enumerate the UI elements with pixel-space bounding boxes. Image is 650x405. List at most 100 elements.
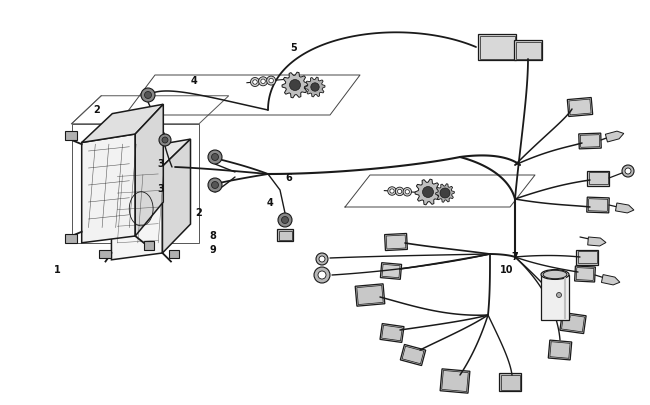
Text: 3: 3 [158, 183, 164, 193]
Circle shape [622, 166, 634, 177]
Bar [569, 100, 591, 115]
Ellipse shape [541, 270, 569, 280]
Text: 7: 7 [512, 251, 518, 261]
Bar [144, 241, 154, 250]
Bar [385, 234, 408, 251]
Bar [499, 373, 521, 391]
Bar [515, 43, 541, 60]
Circle shape [250, 78, 259, 87]
Circle shape [266, 77, 276, 86]
Circle shape [162, 138, 168, 144]
Bar [480, 36, 515, 60]
Bar [278, 231, 291, 240]
Text: 4: 4 [266, 198, 273, 207]
Bar [514, 41, 542, 61]
Text: 4: 4 [190, 76, 197, 86]
Circle shape [208, 179, 222, 192]
Bar [577, 252, 597, 263]
Circle shape [395, 188, 404, 196]
Text: 3: 3 [158, 159, 164, 169]
Circle shape [141, 89, 155, 103]
Bar [380, 324, 404, 343]
Circle shape [422, 187, 434, 198]
Circle shape [211, 182, 218, 189]
Bar [355, 284, 385, 307]
Bar [99, 250, 110, 258]
Circle shape [556, 293, 562, 298]
Circle shape [398, 190, 402, 194]
Polygon shape [82, 105, 163, 143]
Bar [560, 313, 586, 334]
Polygon shape [588, 237, 606, 246]
Text: 8: 8 [210, 231, 216, 241]
Polygon shape [605, 132, 624, 143]
Bar [386, 235, 406, 249]
Bar [478, 35, 516, 61]
Circle shape [261, 80, 265, 84]
Circle shape [259, 78, 268, 87]
Circle shape [440, 189, 450, 198]
Bar [382, 264, 400, 278]
Bar [402, 346, 424, 364]
Polygon shape [111, 167, 162, 260]
Polygon shape [282, 73, 308, 98]
Circle shape [281, 217, 289, 224]
Circle shape [211, 154, 218, 161]
Bar [567, 98, 593, 117]
Bar [357, 286, 384, 305]
Polygon shape [82, 135, 135, 243]
Bar [587, 171, 609, 186]
Bar [169, 250, 179, 258]
Polygon shape [162, 140, 190, 254]
Circle shape [316, 254, 328, 265]
Circle shape [388, 187, 396, 196]
Text: 10: 10 [500, 264, 514, 274]
Circle shape [403, 188, 411, 196]
Text: 9: 9 [210, 244, 216, 254]
Bar [550, 342, 570, 358]
Circle shape [405, 190, 410, 194]
Bar [442, 371, 468, 392]
Bar [65, 132, 77, 141]
Circle shape [314, 267, 330, 284]
Text: 2: 2 [195, 208, 202, 217]
Bar [562, 314, 584, 332]
Bar [575, 266, 595, 282]
Bar [400, 345, 426, 366]
Polygon shape [135, 105, 163, 237]
Text: 6: 6 [286, 173, 292, 182]
Bar [580, 135, 600, 148]
Bar [500, 375, 519, 390]
Circle shape [289, 80, 300, 91]
Circle shape [318, 271, 326, 279]
Bar [65, 235, 77, 243]
Polygon shape [305, 78, 325, 98]
Text: 2: 2 [93, 105, 99, 115]
Circle shape [159, 135, 171, 147]
Circle shape [311, 83, 319, 92]
Bar [588, 199, 608, 212]
Bar [541, 275, 569, 320]
Circle shape [253, 81, 257, 85]
Polygon shape [436, 184, 454, 203]
Circle shape [278, 213, 292, 228]
Circle shape [144, 92, 151, 99]
Circle shape [208, 151, 222, 164]
Polygon shape [111, 140, 190, 174]
Bar [440, 369, 470, 393]
Bar [588, 173, 608, 185]
Bar [576, 250, 598, 265]
Circle shape [390, 190, 394, 194]
Bar [576, 268, 594, 281]
Bar [578, 134, 601, 149]
Text: 5: 5 [291, 43, 297, 53]
Bar [380, 263, 402, 280]
Circle shape [269, 79, 274, 83]
Text: 1: 1 [54, 264, 60, 274]
Circle shape [625, 168, 631, 175]
Polygon shape [601, 275, 620, 285]
Ellipse shape [543, 271, 567, 279]
Bar [587, 198, 609, 213]
Circle shape [319, 256, 325, 262]
Polygon shape [415, 180, 441, 205]
